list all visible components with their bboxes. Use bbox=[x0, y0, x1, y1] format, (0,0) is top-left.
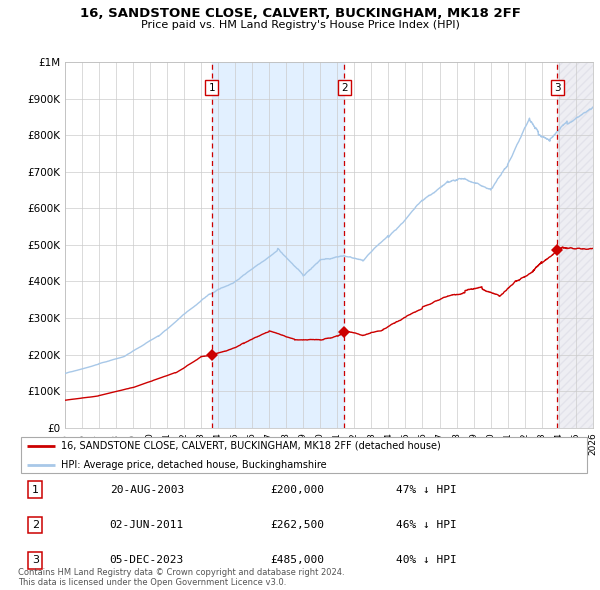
Text: HPI: Average price, detached house, Buckinghamshire: HPI: Average price, detached house, Buck… bbox=[61, 460, 326, 470]
Text: 2: 2 bbox=[341, 83, 348, 93]
Text: Price paid vs. HM Land Registry's House Price Index (HPI): Price paid vs. HM Land Registry's House … bbox=[140, 20, 460, 30]
Text: £200,000: £200,000 bbox=[270, 484, 324, 494]
Text: 1: 1 bbox=[208, 83, 215, 93]
Text: 16, SANDSTONE CLOSE, CALVERT, BUCKINGHAM, MK18 2FF (detached house): 16, SANDSTONE CLOSE, CALVERT, BUCKINGHAM… bbox=[61, 441, 441, 451]
Text: 47% ↓ HPI: 47% ↓ HPI bbox=[396, 484, 457, 494]
Text: £262,500: £262,500 bbox=[270, 520, 324, 530]
Text: 2: 2 bbox=[32, 520, 39, 530]
Text: 3: 3 bbox=[32, 555, 38, 565]
Text: 46% ↓ HPI: 46% ↓ HPI bbox=[396, 520, 457, 530]
Text: 16, SANDSTONE CLOSE, CALVERT, BUCKINGHAM, MK18 2FF: 16, SANDSTONE CLOSE, CALVERT, BUCKINGHAM… bbox=[80, 7, 520, 20]
FancyBboxPatch shape bbox=[21, 437, 587, 473]
Text: Contains HM Land Registry data © Crown copyright and database right 2024.
This d: Contains HM Land Registry data © Crown c… bbox=[18, 568, 344, 587]
Text: 40% ↓ HPI: 40% ↓ HPI bbox=[396, 555, 457, 565]
Text: 3: 3 bbox=[554, 83, 560, 93]
Text: 02-JUN-2011: 02-JUN-2011 bbox=[110, 520, 184, 530]
Text: 20-AUG-2003: 20-AUG-2003 bbox=[110, 484, 184, 494]
Text: 1: 1 bbox=[32, 484, 38, 494]
Bar bbox=[212, 62, 344, 428]
Text: 05-DEC-2023: 05-DEC-2023 bbox=[110, 555, 184, 565]
Text: £485,000: £485,000 bbox=[270, 555, 324, 565]
Bar bbox=[557, 62, 593, 428]
Bar bbox=[557, 62, 593, 428]
